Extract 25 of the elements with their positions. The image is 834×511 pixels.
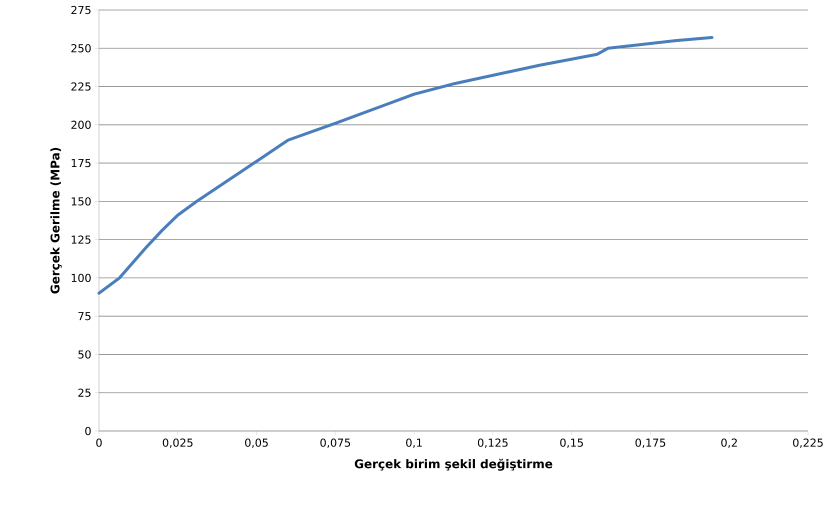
x-tick-label: 0,225 xyxy=(793,438,823,448)
y-tick-label: 150 xyxy=(72,197,91,206)
x-tick-label: 0 xyxy=(96,438,102,447)
y-tick-label: 0 xyxy=(85,426,91,436)
x-tick-label: 0,075 xyxy=(320,438,350,448)
y-tick-label: 25 xyxy=(78,388,91,397)
x-axis-title: Gerçek birim şekil değiştirme xyxy=(354,458,552,471)
x-tick-label: 0,175 xyxy=(635,438,666,448)
y-tick-label: 200 xyxy=(71,120,91,129)
x-tick-label: 0,025 xyxy=(162,438,193,448)
y-tick-label: 225 xyxy=(71,82,91,91)
y-tick-label: 175 xyxy=(72,159,91,168)
x-tick-label: 0,1 xyxy=(406,438,422,448)
y-tick-label: 75 xyxy=(78,312,91,320)
line-series xyxy=(98,36,714,295)
y-axis-title: Gerçek Gerilme (MPa) xyxy=(50,148,62,294)
y-tick-label: 50 xyxy=(78,350,91,359)
x-tick-label: 0,125 xyxy=(478,438,508,448)
x-tick-label: 0,2 xyxy=(721,438,737,448)
y-tick-label: 100 xyxy=(72,274,91,282)
y-tick-label: 125 xyxy=(72,235,91,244)
x-tick-label: 0,05 xyxy=(245,438,268,448)
y-tick-label: 250 xyxy=(71,44,91,52)
y-tick-label: 275 xyxy=(71,6,91,14)
x-tick-label: 0,15 xyxy=(560,438,583,448)
